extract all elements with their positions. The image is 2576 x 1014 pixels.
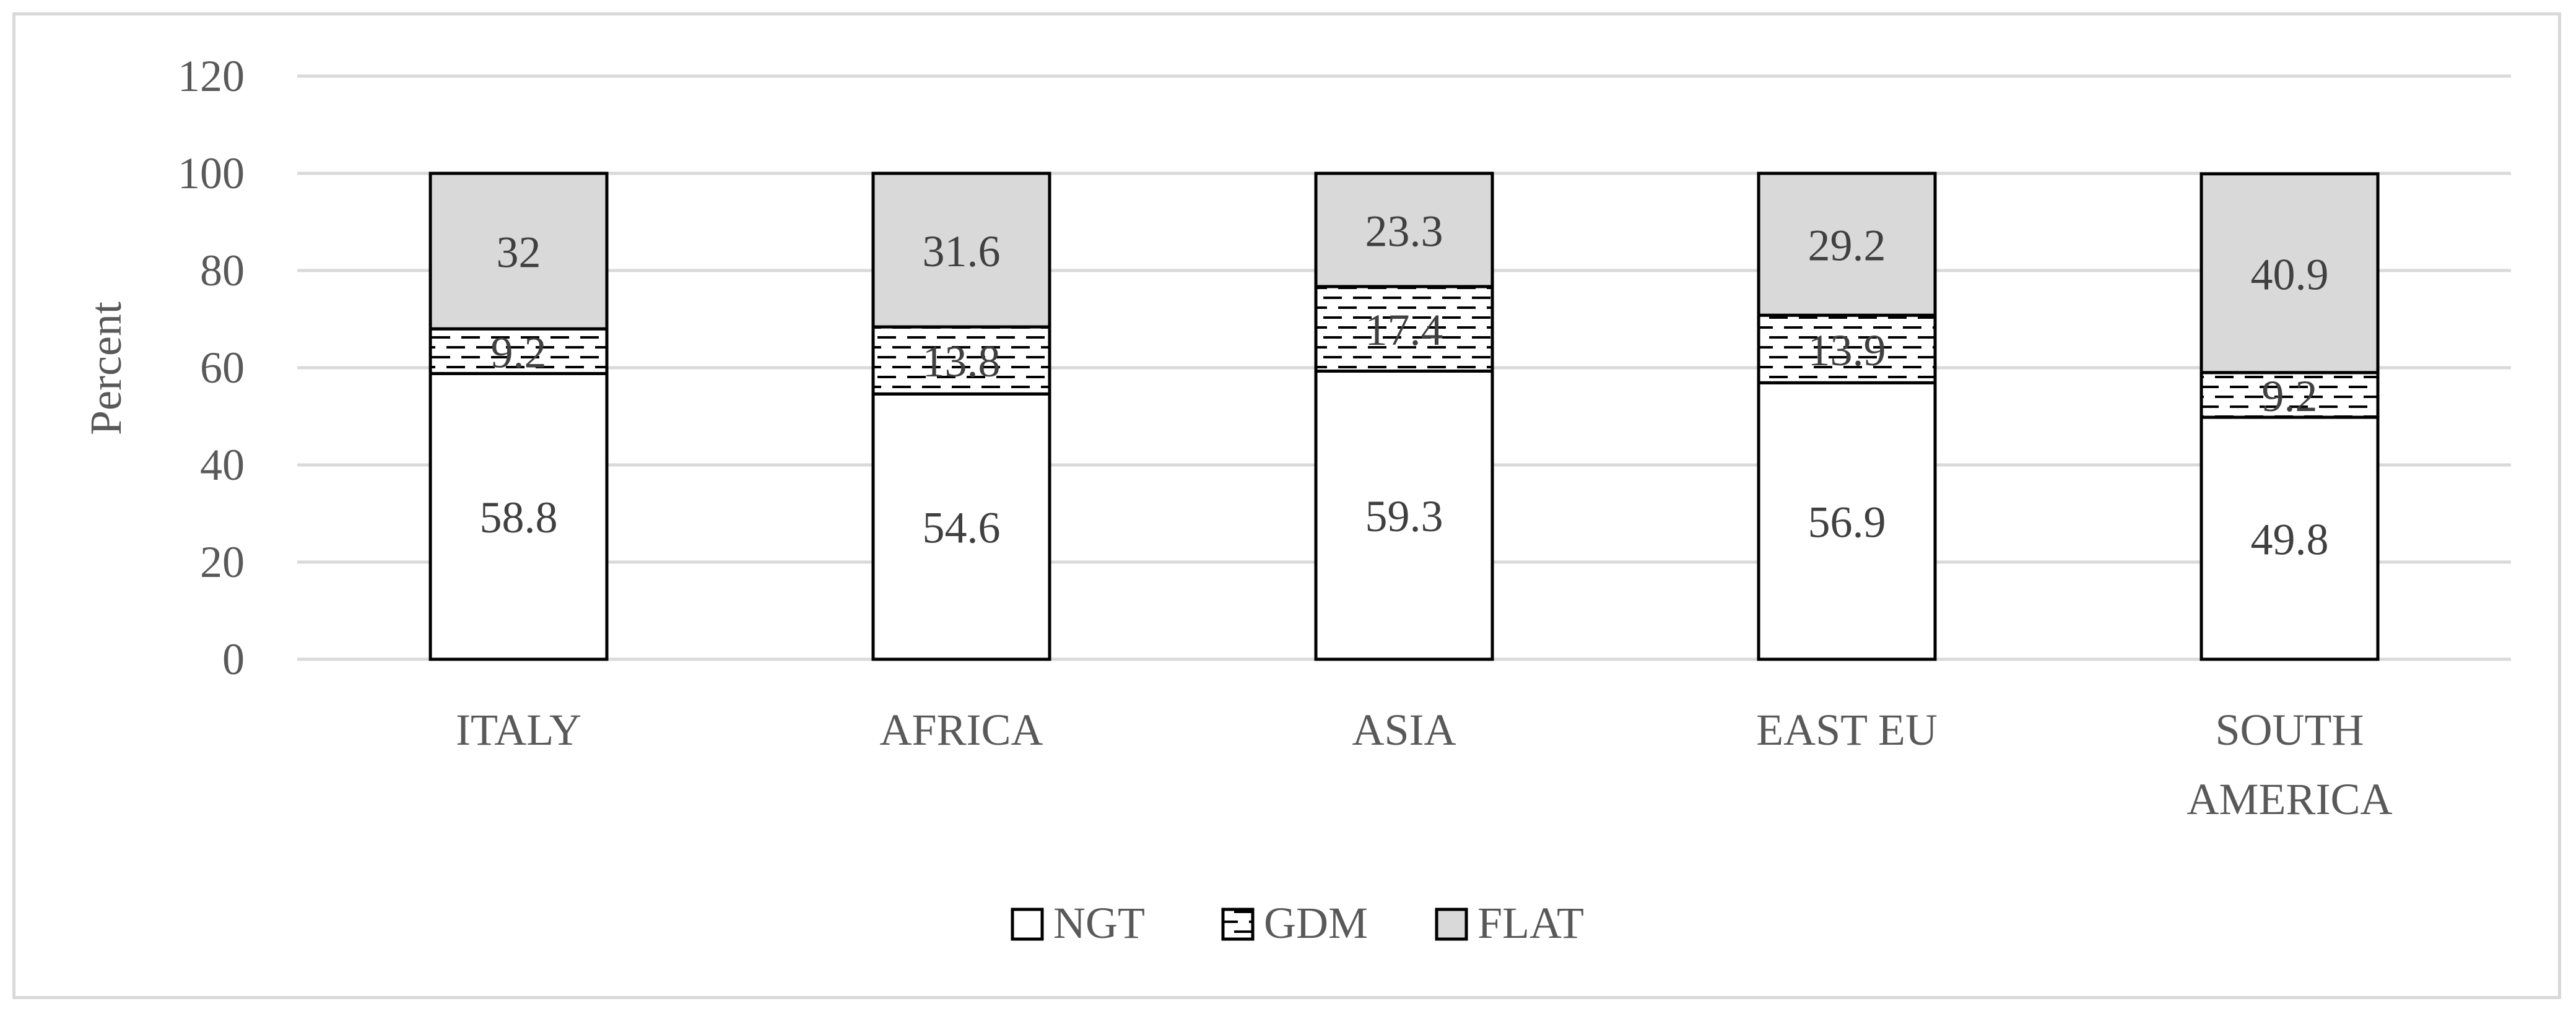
bar-stack — [429, 171, 609, 661]
data-label-flat: 32 — [497, 228, 541, 277]
legend-swatch — [1011, 908, 1044, 941]
bar-segment-ngt — [871, 392, 1051, 661]
y-tick-label: 120 — [178, 51, 245, 101]
bar-segment-ngt — [1314, 369, 1494, 661]
legend-item-gdm: GDM — [1221, 898, 1368, 948]
y-tick-label: 20 — [200, 537, 245, 587]
y-tick-label: 80 — [200, 246, 245, 295]
bar-segment-gdm — [2200, 371, 2380, 419]
legend-label: GDM — [1264, 898, 1368, 948]
data-label-ngt: 58.8 — [480, 493, 558, 542]
bar-segment-gdm — [429, 327, 609, 375]
data-label-flat: 29.2 — [1808, 221, 1886, 271]
bar-segment-gdm — [1314, 285, 1494, 373]
data-label-flat: 40.9 — [2251, 249, 2329, 299]
data-label-flat: 23.3 — [1365, 206, 1443, 256]
data-labels: 58.8 9.2 32 54.6 13.8 31.6 59.3 17.4 23.3 56.9 13.… — [480, 206, 2329, 564]
x-category-label: EAST EU — [1756, 705, 1938, 755]
bar-stack — [1757, 171, 1937, 661]
x-category-label: SOUTH AMERICA — [2187, 705, 2392, 824]
x-category-label: ASIA — [1352, 705, 1456, 755]
bar-segment-flat — [871, 171, 1051, 329]
chart-frame: 0 20 40 60 80 100 120 Percent 58.8 9.2 32 54.6 13.… — [12, 12, 2561, 999]
legend-item-ngt: NGT — [1011, 898, 1145, 948]
bar-stack — [2200, 172, 2380, 661]
y-tick-label: 60 — [200, 343, 245, 392]
data-label-flat: 31.6 — [923, 227, 1001, 276]
legend-label: NGT — [1053, 898, 1145, 948]
data-label-ngt: 56.9 — [1808, 498, 1886, 547]
x-category-label: AFRICA — [879, 705, 1043, 755]
data-label-ngt: 59.3 — [1365, 492, 1443, 541]
data-label-gdm: 13.9 — [1808, 326, 1886, 375]
y-tick-label: 100 — [178, 149, 245, 198]
bars — [429, 171, 2380, 661]
x-category-label: ITALY — [456, 705, 581, 755]
stacked-bar-chart: 0 20 40 60 80 100 120 Percent 58.8 9.2 32 54.6 13.… — [81, 51, 2511, 948]
x-axis-categories: ITALY AFRICA ASIA EAST EU SOUTH AMERICA — [456, 705, 2392, 824]
bar-segment-ngt — [429, 371, 609, 661]
y-axis-title: Percent — [81, 301, 131, 435]
legend-swatch — [1221, 908, 1255, 941]
legend-label: FLAT — [1477, 898, 1584, 948]
bar-segment-flat — [429, 171, 609, 331]
y-tick-label: 0 — [222, 635, 245, 684]
data-label-ngt: 49.8 — [2251, 515, 2329, 565]
bar-segment-gdm — [1757, 313, 1937, 384]
bar-segment-gdm — [871, 325, 1051, 396]
legend-swatch — [1435, 908, 1468, 941]
data-label-ngt: 54.6 — [923, 503, 1001, 553]
bar-segment-flat — [1757, 171, 1937, 317]
bar-segment-flat — [1314, 171, 1494, 288]
legend: NGT GDM FLAT — [1011, 898, 1584, 948]
legend-item-flat: FLAT — [1435, 898, 1584, 948]
bar-segment-ngt — [1757, 381, 1937, 661]
bar-segment-ngt — [2200, 415, 2380, 661]
bar-stack — [871, 171, 1051, 661]
data-label-gdm: 9.2 — [2262, 371, 2318, 421]
bar-segment-flat — [2200, 172, 2380, 375]
data-label-gdm: 9.2 — [491, 327, 547, 377]
y-axis-ticks: 0 20 40 60 80 100 120 — [178, 51, 245, 684]
data-label-gdm: 13.8 — [923, 337, 1001, 386]
data-label-gdm: 17.4 — [1365, 305, 1443, 355]
y-tick-label: 40 — [200, 440, 245, 490]
bar-stack — [1314, 171, 1494, 661]
